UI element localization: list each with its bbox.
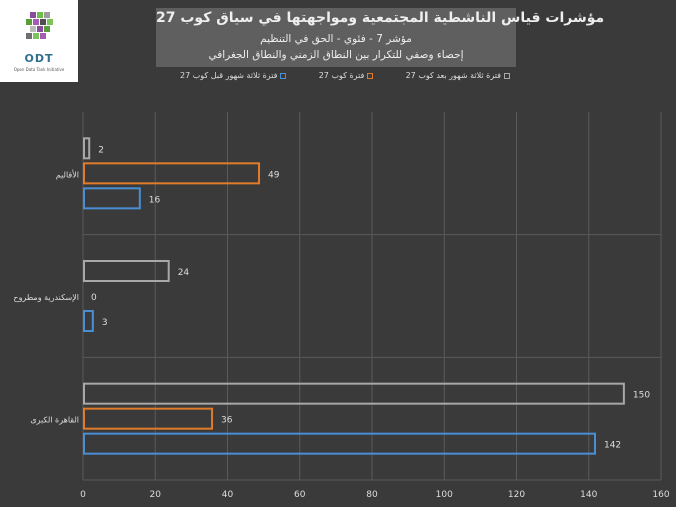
bar-after xyxy=(83,382,625,405)
x-tick-label-80: 80 xyxy=(366,490,378,500)
legend-swatch-after xyxy=(504,72,510,79)
data-label-before: 16 xyxy=(149,195,161,205)
data-label-during: 36 xyxy=(221,416,233,426)
x-tick-label-20: 20 xyxy=(150,490,162,500)
x-tick-label-0: 0 xyxy=(80,490,86,500)
legend-item-during: فترة كوب 27 xyxy=(319,71,374,80)
x-tick-label-140: 140 xyxy=(580,490,597,500)
logo-tagline: Open Data Tank Initiative xyxy=(13,67,65,72)
x-tick-label-120: 120 xyxy=(508,490,525,500)
x-tick-label-40: 40 xyxy=(222,490,234,500)
bar-during xyxy=(83,162,261,185)
chart-legend: فترة ثلاثة شهور قبل كوب 27 فترة كوب 27 ف… xyxy=(180,71,510,80)
chart-title-box: مؤشرات قياس الناشطية المجتمعية ومواجهتها… xyxy=(156,8,605,67)
legend-label-after: فترة ثلاثة شهور بعد كوب 27 xyxy=(405,71,501,80)
bar-before xyxy=(83,432,596,455)
data-label-before: 3 xyxy=(102,318,108,328)
legend-item-after: فترة ثلاثة شهور بعد كوب 27 xyxy=(406,71,510,80)
x-tick-label-60: 60 xyxy=(294,490,306,500)
data-label-after: 150 xyxy=(633,391,650,401)
bar-before xyxy=(83,310,94,332)
category-label: الأقاليم xyxy=(56,169,79,179)
bar-after xyxy=(83,137,91,160)
chart-subtitle: مؤشر 7 - فئوي - الحق في التنظيم xyxy=(260,33,412,45)
logo-name: ODT xyxy=(24,52,54,65)
odt-logo: ODT Open Data Tank Initiative xyxy=(0,0,78,82)
category-label: الإسكندرية ومطروح xyxy=(13,293,79,303)
legend-swatch-during xyxy=(367,72,374,79)
data-label-during: 49 xyxy=(268,170,280,180)
bar-before xyxy=(83,187,141,210)
bar-during xyxy=(83,407,214,430)
chart-title: مؤشرات قياس الناشطية المجتمعية ومواجهتها… xyxy=(156,10,605,26)
legend-item-before: فترة ثلاثة شهور قبل كوب 27 xyxy=(180,71,287,80)
data-label-after: 2 xyxy=(98,145,104,155)
chart-subtitle-2: إحصاء وصفي للتكرار بين النطاق الزمني وال… xyxy=(208,49,464,61)
data-label-before: 142 xyxy=(604,441,621,451)
legend-swatch-before xyxy=(280,72,287,79)
legend-label-during: فترة كوب 27 xyxy=(318,71,365,80)
legend-label-before: فترة ثلاثة شهور قبل كوب 27 xyxy=(180,71,278,80)
x-tick-label-100: 100 xyxy=(436,490,453,500)
data-label-during: 0 xyxy=(91,293,97,303)
category-label: القاهرة الكبرى xyxy=(30,416,79,425)
logo-cubes-icon xyxy=(26,12,53,39)
data-label-after: 24 xyxy=(178,268,190,278)
bar-after xyxy=(83,260,170,282)
x-tick-label-160: 160 xyxy=(652,490,669,500)
